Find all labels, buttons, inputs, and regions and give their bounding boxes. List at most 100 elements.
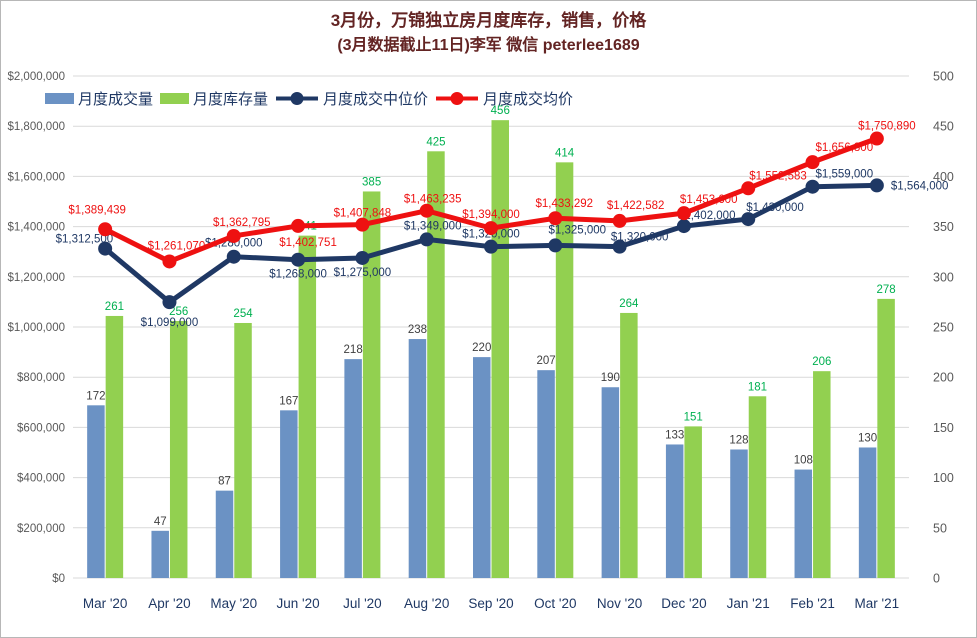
svg-text:$1,750,890: $1,750,890 [858, 121, 916, 133]
right-axis-labels: 0 50 100 150 200 250 300 350 400 450 500 [933, 70, 954, 586]
svg-text:Jul '20: Jul '20 [343, 596, 382, 611]
gridlines [73, 75, 909, 579]
svg-text:$1,402,751: $1,402,751 [279, 237, 337, 249]
svg-text:$1,407,848: $1,407,848 [334, 208, 392, 220]
svg-text:261: 261 [105, 301, 124, 313]
legend-label: 月度库存量 [193, 91, 269, 108]
svg-text:Feb '21: Feb '21 [790, 596, 835, 611]
svg-text:Dec '20: Dec '20 [661, 596, 706, 611]
svg-text:425: 425 [426, 136, 445, 148]
svg-text:151: 151 [684, 411, 703, 423]
svg-text:$1,564,000: $1,564,000 [891, 180, 949, 192]
svg-text:$200,000: $200,000 [17, 523, 65, 535]
svg-text:$1,394,000: $1,394,000 [462, 209, 520, 221]
svg-text:$1,463,235: $1,463,235 [404, 194, 462, 206]
svg-text:130: 130 [858, 432, 877, 444]
svg-text:$1,400,000: $1,400,000 [7, 222, 65, 234]
svg-text:Nov '20: Nov '20 [597, 596, 642, 611]
legend-item-4: 月度成交均价 [435, 88, 573, 109]
svg-text:181: 181 [748, 381, 767, 393]
svg-text:Mar '20: Mar '20 [83, 596, 128, 611]
legend-label: 月度成交均价 [483, 91, 574, 108]
svg-text:0: 0 [933, 572, 940, 586]
svg-text:$1,600,000: $1,600,000 [7, 171, 65, 183]
legend-line-swatch [276, 92, 319, 105]
bar-value-labels: 172 47 87 167 218 238 220 207 190 133 128 108 130 261… [86, 105, 895, 528]
median-price-line [98, 178, 884, 310]
svg-text:278: 278 [877, 284, 896, 296]
x-axis-labels: Mar '20 Apr '20 May '20 Jun '20 Jul '20 Aug '… [83, 596, 899, 611]
svg-text:$1,000,000: $1,000,000 [7, 322, 65, 334]
svg-text:218: 218 [344, 344, 363, 356]
svg-text:128: 128 [729, 434, 748, 446]
svg-text:172: 172 [86, 390, 105, 402]
chart-title-line-1: 3月份，万锦独立房月度库存，销售，价格 [330, 11, 647, 30]
svg-text:207: 207 [536, 355, 555, 367]
svg-text:385: 385 [362, 176, 381, 188]
svg-text:190: 190 [601, 372, 620, 384]
svg-text:50: 50 [933, 521, 947, 535]
svg-text:Aug '20: Aug '20 [404, 596, 449, 611]
svg-text:108: 108 [794, 455, 813, 467]
svg-text:$1,325,000: $1,325,000 [549, 224, 607, 236]
legend-item-3: 月度成交中位价 [275, 88, 428, 109]
svg-text:456: 456 [491, 105, 510, 117]
average-price-line [98, 131, 884, 269]
svg-text:150: 150 [933, 421, 954, 435]
legend-label: 月度成交中位价 [323, 91, 429, 108]
svg-text:$1,261,070: $1,261,070 [148, 240, 206, 252]
legend-item-1: 月度成交量 [45, 88, 153, 109]
svg-text:$1,320,000: $1,320,000 [611, 232, 669, 244]
svg-text:350: 350 [933, 220, 954, 234]
svg-text:220: 220 [472, 342, 491, 354]
svg-text:206: 206 [812, 356, 831, 368]
svg-text:87: 87 [218, 476, 231, 488]
legend-bar-swatch [160, 93, 190, 104]
svg-text:264: 264 [619, 298, 639, 310]
svg-text:Jan '21: Jan '21 [727, 596, 770, 611]
svg-text:133: 133 [665, 429, 684, 441]
svg-text:$2,000,000: $2,000,000 [7, 71, 65, 83]
legend-line-swatch [436, 92, 479, 105]
svg-text:$1,389,439: $1,389,439 [68, 204, 126, 216]
svg-text:$1,422,582: $1,422,582 [607, 200, 665, 212]
legend-label: 月度成交量 [78, 91, 154, 108]
svg-text:250: 250 [933, 321, 954, 335]
svg-text:Apr '20: Apr '20 [148, 596, 190, 611]
svg-text:254: 254 [233, 308, 253, 320]
svg-text:$1,430,000: $1,430,000 [746, 202, 804, 214]
svg-text:256: 256 [169, 306, 188, 318]
volume-bars [87, 339, 877, 578]
chart-title: 3月份，万锦独立房月度库存，销售，价格 (3月数据截止11日)李军 微信 pet… [1, 8, 976, 58]
svg-text:400: 400 [933, 170, 954, 184]
svg-text:$800,000: $800,000 [17, 372, 65, 384]
svg-text:$1,800,000: $1,800,000 [7, 121, 65, 133]
svg-text:47: 47 [154, 516, 167, 528]
chart-title-line-2: (3月数据截止11日)李军 微信 peterlee1689 [337, 37, 640, 54]
svg-text:Oct '20: Oct '20 [534, 596, 576, 611]
left-axis-labels: $0 $200,000 $400,000 $600,000 $800,000 $1,000… [7, 71, 65, 585]
svg-text:$1,349,000: $1,349,000 [404, 220, 462, 232]
svg-text:238: 238 [408, 324, 427, 336]
svg-text:$1,656,800: $1,656,800 [816, 142, 874, 154]
svg-text:$0: $0 [52, 573, 65, 585]
svg-text:500: 500 [933, 70, 954, 84]
svg-text:414: 414 [555, 147, 575, 159]
legend-bar-swatch [45, 93, 74, 104]
average-price-line-labels: $1,389,439 $1,261,070 $1,362,795 $1,402,751… [68, 121, 915, 253]
svg-text:$1,275,000: $1,275,000 [334, 267, 392, 279]
svg-text:$1,433,292: $1,433,292 [536, 198, 594, 210]
svg-text:$1,453,600: $1,453,600 [680, 194, 738, 206]
svg-text:$1,552,583: $1,552,583 [749, 170, 807, 182]
svg-text:Sep '20: Sep '20 [468, 596, 513, 611]
svg-text:$600,000: $600,000 [17, 422, 65, 434]
legend: 月度成交量 月度库存量 月度成交中位价 月度成交均价 [45, 88, 573, 109]
legend-item-2: 月度库存量 [160, 88, 268, 109]
svg-text:450: 450 [933, 120, 954, 134]
inventory-bars [105, 120, 895, 579]
svg-text:200: 200 [933, 371, 954, 385]
svg-text:May '20: May '20 [210, 596, 257, 611]
svg-text:Mar '21: Mar '21 [855, 596, 900, 611]
